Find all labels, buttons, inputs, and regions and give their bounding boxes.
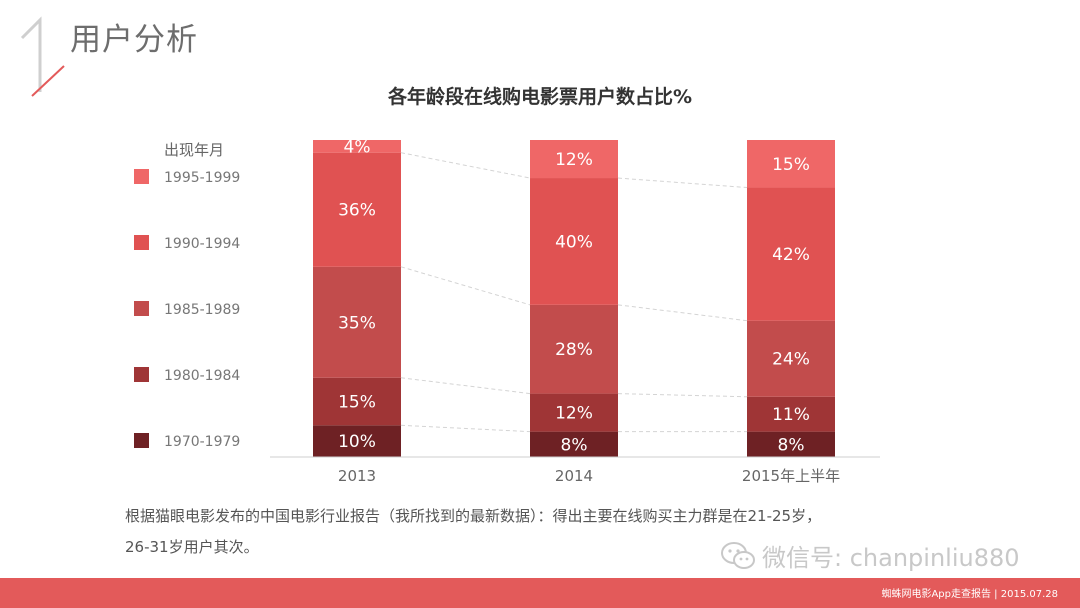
legend-swatch [134, 367, 149, 382]
bar-segment [313, 425, 401, 457]
x-tick-label: 2014 [555, 467, 593, 485]
analysis-note-line-2: 26-31岁用户其次。 [125, 538, 259, 556]
x-tick-label: 2013 [338, 467, 376, 485]
legend: 出现年月 1995-1999 1990-1994 1985-1989 1980-1984… [134, 141, 240, 450]
bar-segment [747, 187, 835, 321]
bar-segment [313, 377, 401, 426]
data-label: 4% [344, 137, 371, 157]
legend-title: 出现年月 [164, 141, 224, 159]
section-number-decoration [20, 16, 65, 97]
bar-segment [313, 140, 401, 153]
bar-segment [530, 178, 618, 305]
connector-line [400, 152, 531, 179]
bar-segment [747, 140, 835, 188]
x-tick-label: 2015年上半年 [742, 467, 840, 485]
data-label: 12% [555, 404, 593, 424]
legend-label: 1980-1984 [164, 368, 240, 384]
bar-segment [530, 304, 618, 394]
data-label: 15% [772, 155, 810, 175]
data-label: 8% [561, 435, 588, 455]
analysis-note-line-1: 根据猫眼电影发布的中国电影行业报告（我所找到的最新数据）：得出主要在线购买主力群… [125, 507, 822, 525]
legend-swatch [134, 235, 149, 250]
data-label: 35% [338, 313, 376, 333]
wechat-icon [721, 541, 755, 569]
connector-line [400, 266, 531, 306]
data-label: 11% [772, 405, 810, 425]
bar-segment [530, 393, 618, 432]
connector-lines [400, 152, 748, 433]
connector-line [617, 304, 748, 322]
section-slash-line [31, 65, 65, 97]
data-label: 24% [772, 350, 810, 370]
connector-line [400, 377, 531, 395]
footer-text: 蜘蛛网电影App走查报告 | 2015.07.28 [881, 589, 1058, 600]
data-label: 36% [338, 201, 376, 221]
data-label: 8% [778, 435, 805, 455]
legend-swatch [134, 169, 149, 184]
data-label: 42% [772, 245, 810, 265]
data-label: 10% [338, 432, 376, 452]
bar-segment [530, 431, 618, 457]
bar-segment [747, 320, 835, 397]
data-label: 40% [555, 232, 593, 252]
bar-segment [747, 431, 835, 457]
legend-label: 1985-1989 [164, 302, 240, 318]
watermark: 微信号: chanpinliu880 [720, 538, 1020, 573]
chart-title: 各年龄段在线购电影票用户数占比% [387, 86, 693, 108]
legend-swatch [134, 433, 149, 448]
legend-label: 1990-1994 [164, 236, 240, 252]
bars [313, 140, 835, 457]
connector-line [400, 424, 531, 433]
x-tick-labels: 2013 2014 2015年上半年 [338, 467, 840, 485]
data-label: 28% [555, 340, 593, 360]
connector-line [617, 393, 748, 398]
bar-segment [313, 266, 401, 378]
connector-line [617, 177, 748, 189]
watermark-text: 微信号: chanpinliu880 [762, 544, 1020, 572]
footer-bar: 蜘蛛网电影App走查报告 | 2015.07.28 [0, 578, 1080, 608]
data-label: 12% [555, 150, 593, 170]
segment-labels: 10% 15% 35% 36% 4% 8% 12% 28% 40% 12% 8% 11% 24% 42% 1… [338, 137, 810, 455]
data-label: 15% [338, 393, 376, 413]
legend-swatch [134, 301, 149, 316]
bar-segment [313, 152, 401, 267]
section-title: 用户分析 [70, 22, 198, 58]
legend-label: 1995-1999 [164, 170, 240, 186]
analysis-note: 根据猫眼电影发布的中国电影行业报告（我所找到的最新数据）：得出主要在线购买主力群… [125, 501, 1005, 563]
legend-label: 1970-1979 [164, 434, 240, 450]
bar-segment [747, 396, 835, 432]
section-number-glyph [20, 16, 42, 92]
bar-segment [530, 140, 618, 179]
